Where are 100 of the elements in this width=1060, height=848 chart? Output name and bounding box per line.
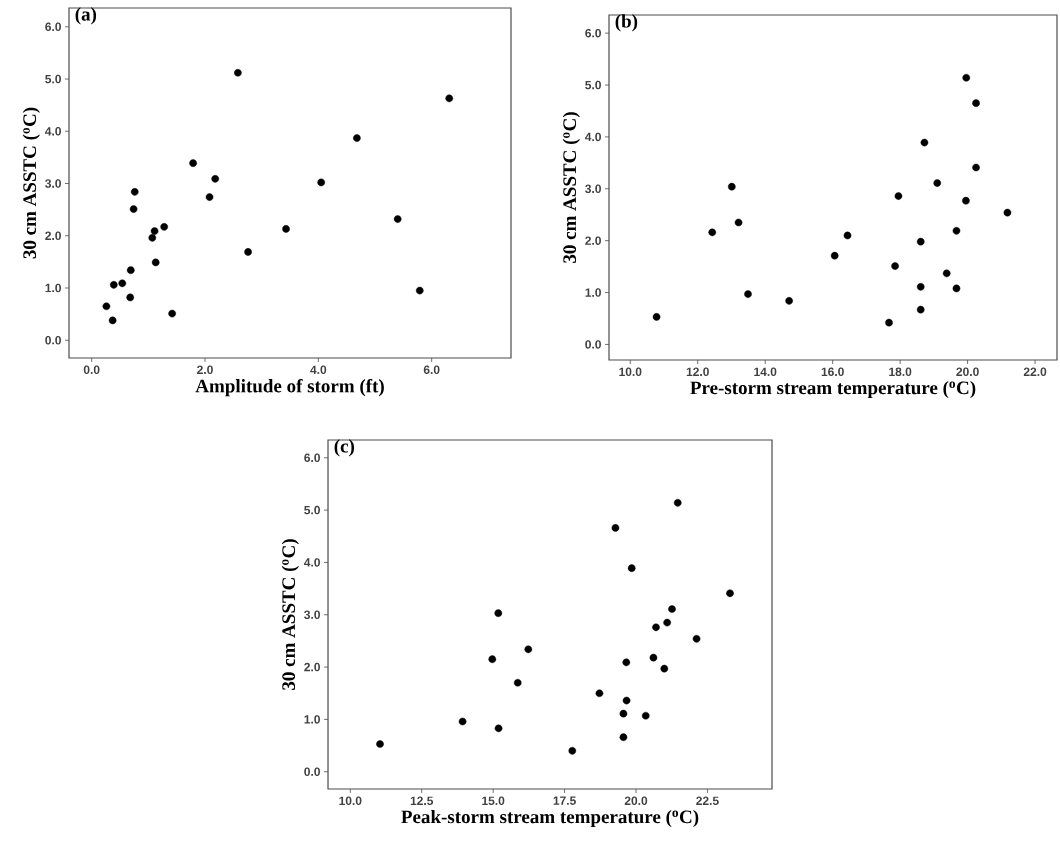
point bbox=[160, 223, 169, 231]
point bbox=[673, 498, 682, 507]
point bbox=[952, 227, 961, 235]
x-tick-label: 15.0 bbox=[482, 796, 505, 806]
point bbox=[353, 134, 361, 142]
point bbox=[627, 564, 636, 572]
point bbox=[205, 193, 214, 201]
point bbox=[744, 290, 752, 298]
point bbox=[652, 313, 661, 321]
point bbox=[118, 279, 127, 288]
point bbox=[920, 138, 929, 147]
y-axis-title: 30 cm ASSTC ($^{o}$C) bbox=[562, 112, 580, 263]
y-tick-label: 5.0 bbox=[585, 80, 601, 90]
x-tick-label: 20.0 bbox=[624, 796, 648, 806]
x-tick-label: 12.0 bbox=[686, 367, 709, 377]
point bbox=[916, 305, 925, 314]
point bbox=[317, 178, 325, 187]
point bbox=[649, 653, 658, 662]
point bbox=[130, 188, 139, 196]
point bbox=[393, 215, 402, 223]
point bbox=[952, 284, 961, 293]
point bbox=[189, 159, 197, 167]
point bbox=[916, 237, 925, 246]
point bbox=[885, 318, 893, 327]
y-tick-label: 3.0 bbox=[585, 184, 601, 194]
point bbox=[916, 283, 925, 291]
y-tick-label: 4.0 bbox=[44, 127, 61, 136]
y-tick-label: 3.0 bbox=[304, 610, 320, 620]
y-tick-label: 1.0 bbox=[304, 715, 320, 724]
point bbox=[972, 99, 980, 107]
y-tick-label: 5.0 bbox=[45, 74, 61, 84]
point bbox=[568, 746, 577, 755]
point bbox=[494, 609, 503, 617]
y-axis-title: 30 cm ASSTC ($^{o}$C) bbox=[22, 107, 40, 259]
point bbox=[415, 286, 424, 295]
point bbox=[619, 733, 628, 741]
point bbox=[513, 678, 522, 687]
point bbox=[785, 297, 793, 305]
point bbox=[129, 205, 138, 213]
point bbox=[524, 645, 533, 654]
point bbox=[962, 73, 971, 82]
point bbox=[150, 227, 159, 235]
point bbox=[148, 234, 157, 242]
point bbox=[972, 163, 980, 172]
chart-title: (a) bbox=[75, 7, 97, 25]
y-tick-label: 6.0 bbox=[45, 22, 61, 32]
point bbox=[234, 68, 242, 77]
x-tick-label: 0.0 bbox=[83, 365, 100, 375]
y-tick-label: 0.0 bbox=[585, 340, 601, 349]
y-tick-label: 3.0 bbox=[45, 179, 61, 188]
point bbox=[641, 711, 650, 720]
y-tick-label: 6.0 bbox=[304, 453, 320, 463]
point bbox=[611, 524, 620, 532]
point bbox=[458, 717, 467, 726]
y-tick-label: 1.0 bbox=[585, 288, 601, 297]
x-tick-label: 10.0 bbox=[619, 367, 642, 377]
point bbox=[668, 605, 676, 613]
point bbox=[1003, 208, 1012, 217]
point bbox=[488, 655, 497, 664]
y-tick-label: 5.0 bbox=[304, 505, 320, 515]
y-tick-label: 2.0 bbox=[45, 231, 61, 240]
x-tick-label: 17.5 bbox=[553, 796, 576, 805]
point bbox=[151, 258, 160, 267]
x-tick-label: 14.0 bbox=[754, 367, 777, 377]
x-tick-label: 10.0 bbox=[339, 796, 362, 806]
y-tick-label: 1.0 bbox=[45, 283, 61, 293]
x-tick-label: 18.0 bbox=[889, 367, 912, 377]
point bbox=[652, 623, 660, 632]
point bbox=[726, 589, 734, 598]
point bbox=[962, 196, 970, 205]
point bbox=[109, 281, 118, 289]
chart-title: (b) bbox=[615, 14, 638, 32]
x-axis-title: Amplitude of storm (ft) bbox=[195, 378, 384, 397]
point bbox=[595, 689, 604, 698]
y-tick-label: 0.0 bbox=[304, 767, 320, 776]
x-tick-label: 12.5 bbox=[410, 796, 434, 806]
y-axis-title: 30 cm ASSTC ($^{o}$C) bbox=[281, 539, 299, 690]
point bbox=[734, 218, 743, 227]
chart-title: (c) bbox=[334, 439, 355, 457]
x-tick-label: 2.0 bbox=[197, 365, 213, 375]
point bbox=[728, 182, 736, 191]
x-axis-title: Peak-storm stream temperature ($^{o}$C) bbox=[401, 809, 699, 828]
point bbox=[102, 302, 111, 311]
point bbox=[891, 262, 899, 270]
y-tick-label: 4.0 bbox=[584, 132, 601, 142]
point bbox=[126, 293, 135, 302]
x-tick-label: 16.0 bbox=[821, 367, 844, 377]
point bbox=[894, 192, 903, 200]
point bbox=[622, 696, 631, 705]
point bbox=[933, 179, 942, 187]
y-tick-label: 6.0 bbox=[585, 28, 601, 38]
point bbox=[244, 248, 252, 256]
point bbox=[708, 228, 717, 237]
point bbox=[830, 251, 839, 260]
point bbox=[211, 175, 220, 183]
x-tick-label: 22.0 bbox=[1023, 367, 1047, 377]
point bbox=[619, 709, 628, 718]
y-tick-label: 2.0 bbox=[585, 236, 601, 245]
x-tick-label: 22.5 bbox=[696, 796, 719, 806]
point bbox=[663, 618, 671, 627]
